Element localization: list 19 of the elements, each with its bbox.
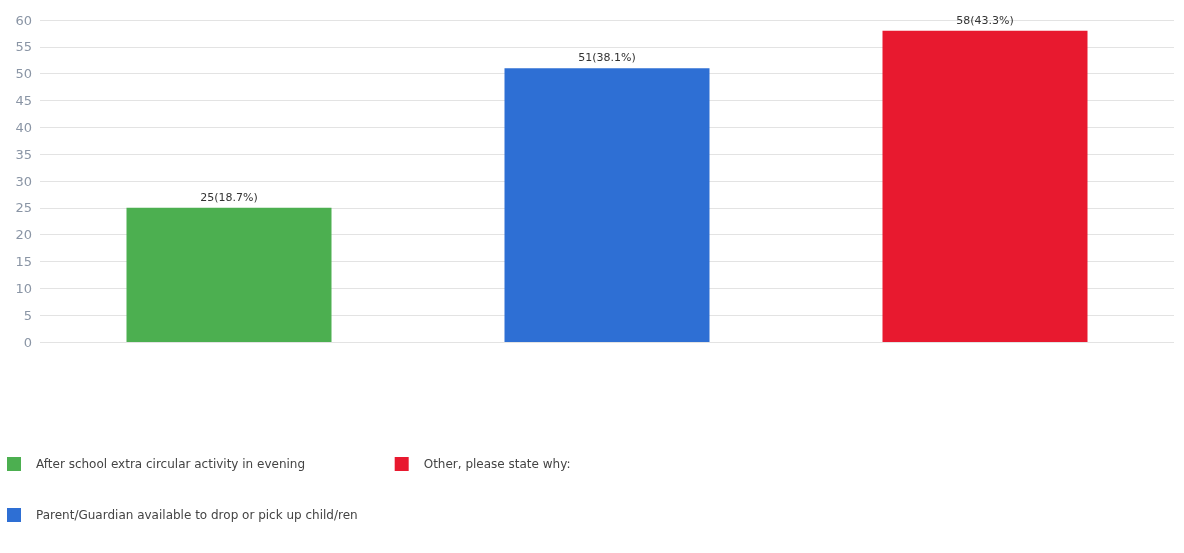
- data-label: 58(43.3%): [956, 13, 1014, 27]
- y-tick-label: 35: [15, 146, 32, 162]
- y-tick-label: 5: [23, 307, 32, 323]
- y-tick-label: 15: [15, 254, 32, 269]
- data-label: 25(18.7%): [200, 190, 258, 204]
- y-tick-label: 55: [15, 39, 32, 55]
- y-tick-label: 30: [15, 173, 32, 189]
- data-label: 51(38.1%): [578, 51, 636, 65]
- y-tick-label: 0: [23, 334, 32, 350]
- y-tick-label: 45: [15, 93, 32, 108]
- y-tick-label: 60: [15, 12, 32, 28]
- legend-label: Other, please state why:: [423, 457, 571, 471]
- y-tick-label: 50: [15, 66, 32, 82]
- y-tick-label: 20: [15, 227, 32, 243]
- y-tick-label: 10: [15, 280, 32, 296]
- y-tick-label: 40: [15, 119, 32, 135]
- legend-label: Parent/Guardian available to drop or pick up child/ren: [36, 508, 358, 522]
- y-tick-label: 25: [15, 200, 32, 216]
- legend-label: After school extra circular activity in evening: [36, 457, 306, 471]
